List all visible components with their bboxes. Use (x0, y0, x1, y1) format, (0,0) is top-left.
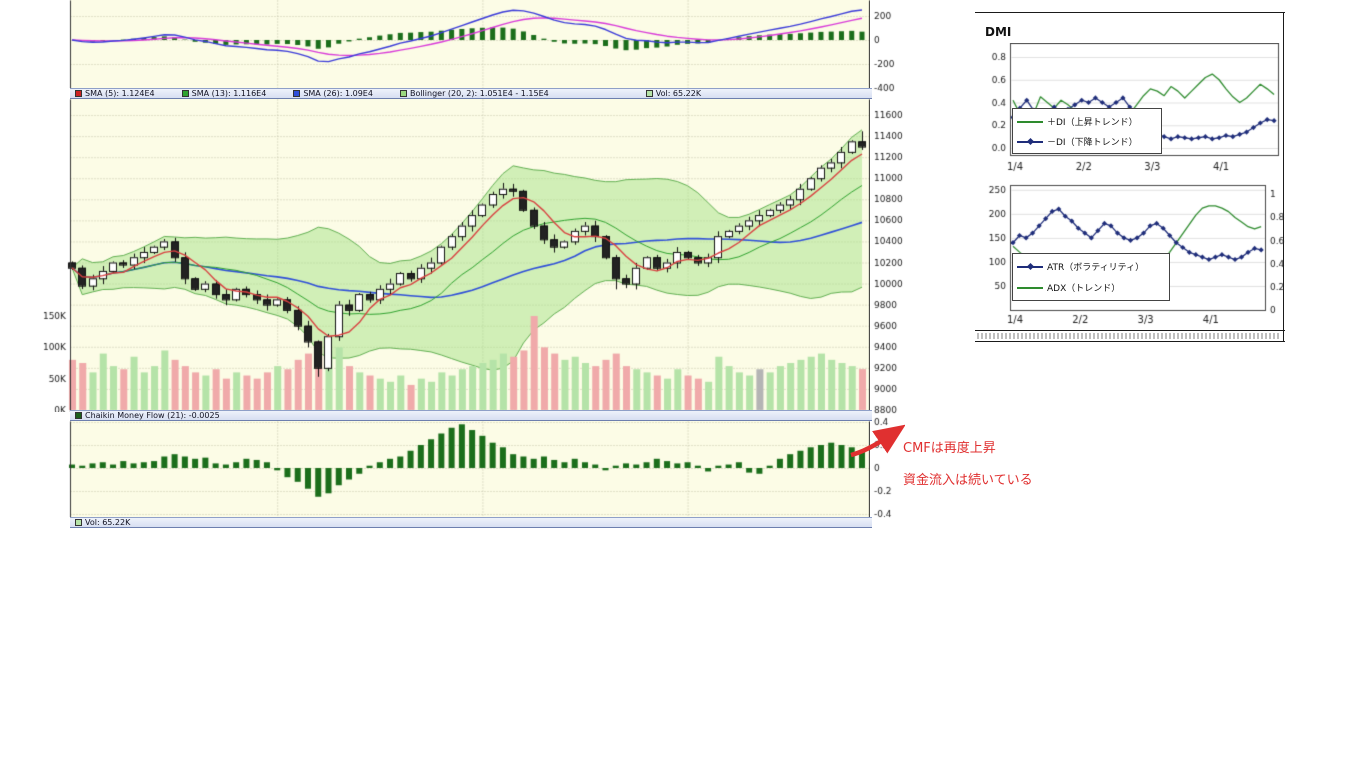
legend-row: ATR（ボラティリティ） (1017, 259, 1165, 275)
legend-item-label: SMA (5): 1.124E4 (85, 89, 155, 98)
legend-swatch (75, 412, 82, 419)
legend-row: ＋DI（上昇トレンド） (1017, 113, 1157, 129)
dmi-atr-panel: DMI ＋DI（上昇トレンド） －DI（下降トレンド） ATR（ボラティリティ）… (975, 8, 1287, 348)
legend-item: Bollinger (20, 2): 1.051E4 - 1.15E4 (399, 89, 549, 98)
cmf-legend-label: Chaikin Money Flow (21): -0.0025 (85, 411, 220, 420)
dmi-legend-box: ＋DI（上昇トレンド） －DI（下降トレンド） (1012, 108, 1162, 154)
plus-di-label: ＋DI（上昇トレンド） (1047, 117, 1138, 128)
legend-swatch (645, 90, 653, 97)
legend-item-label: Bollinger (20, 2): 1.051E4 - 1.15E4 (409, 89, 549, 98)
legend-item: SMA (5): 1.124E4 (75, 89, 155, 98)
dmi-panel-title: DMI (985, 25, 1012, 39)
cmf-chart-canvas (0, 421, 870, 517)
legend-row: ADX（トレンド） (1017, 280, 1165, 296)
minus-di-line-sample (1017, 137, 1043, 146)
legend-swatch (399, 90, 407, 97)
legend-item: Chaikin Money Flow (21): -0.0025 (75, 411, 220, 420)
adx-line-sample (1017, 283, 1043, 292)
legend-item: SMA (13): 1.116E4 (181, 89, 267, 98)
atr-label: ATR（ボラティリティ） (1047, 263, 1145, 273)
legend-item-label: SMA (26): 1.09E4 (303, 89, 373, 98)
indicator-legend-bar: SMA (5): 1.124E4 SMA (13): 1.116E4 SMA (26… (70, 88, 872, 99)
red-arrow-icon (850, 424, 905, 458)
panel-bottom-border (975, 330, 1285, 331)
volume-legend-bar: Vol: 65.22K (70, 517, 872, 528)
panel-top-border (975, 12, 1285, 13)
legend-swatch (293, 90, 301, 97)
adx-label: ADX（トレンド） (1047, 284, 1121, 294)
legend-swatch (75, 90, 82, 97)
legend-swatch (181, 90, 189, 97)
fine-print-strip (977, 333, 1281, 339)
legend-swatch (75, 519, 82, 526)
cmf-legend-bar: Chaikin Money Flow (21): -0.0025 (70, 410, 872, 421)
panel-bottom-border-2 (975, 341, 1285, 342)
atr-legend-box: ATR（ボラティリティ） ADX（トレンド） (1012, 253, 1170, 301)
legend-item: Vol: 65.22K (75, 518, 130, 527)
legend-item-label: SMA (13): 1.116E4 (191, 89, 267, 98)
oscillator-chart-canvas (0, 0, 870, 88)
legend-row: －DI（下降トレンド） (1017, 133, 1157, 149)
legend-item: Vol: 65.22K (645, 89, 702, 98)
minus-di-label: －DI（下降トレンド） (1047, 137, 1138, 148)
vol-legend-label: Vol: 65.22K (85, 518, 131, 527)
plus-di-line-sample (1017, 117, 1043, 126)
legend-item-label: Vol: 65.22K (655, 89, 702, 98)
annotation-money-inflow: 資金流入は続いている (903, 473, 1033, 488)
atr-line-sample (1017, 262, 1043, 271)
annotation-cmf-rising: CMFは再度上昇 (903, 441, 996, 456)
legend-item: SMA (26): 1.09E4 (293, 89, 373, 98)
price-chart-canvas (0, 99, 870, 412)
